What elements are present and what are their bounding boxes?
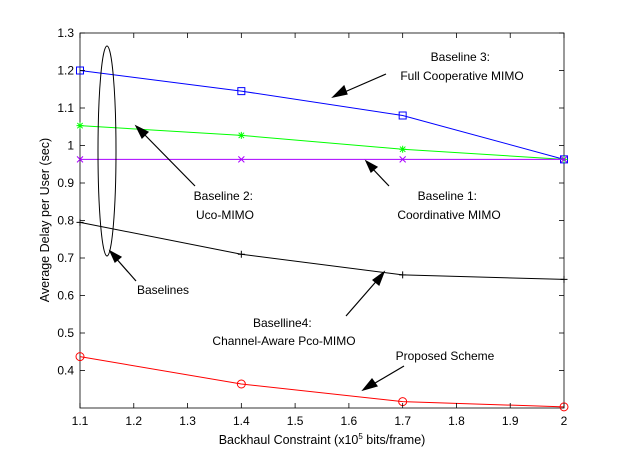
x-tick-label: 2	[561, 414, 568, 428]
x-tick-label: 1.5	[287, 414, 304, 428]
series-line	[79, 221, 565, 280]
annotation-baseline-3-line1: Baseline 3:	[431, 50, 490, 64]
annotation-baseline-2-line2: Uco-MIMO	[196, 208, 254, 222]
annotation-baseline-1-line1: Baseline 1:	[418, 189, 477, 203]
series-line	[79, 125, 565, 160]
y-tick-label: 1	[67, 139, 74, 153]
y-tick-label: 1.2	[57, 64, 74, 78]
annotation-baseline-2: Baseline 2: Uco-MIMO	[194, 189, 257, 222]
x-tick-label: 1.6	[341, 414, 358, 428]
y-axis-label: Average Delay per User (sec)	[38, 138, 52, 302]
y-tick-label: 0.7	[57, 251, 74, 265]
annotation-baseline-4: Baselline4: Channel-Aware Pco-MIMO	[212, 316, 355, 348]
data-point	[75, 352, 85, 362]
series-line	[79, 70, 565, 160]
data-point	[399, 271, 407, 279]
plot-area	[79, 32, 565, 409]
annotation-baselines-line1: Baselines	[137, 283, 189, 297]
y-tick-label: 1.1	[57, 101, 74, 115]
annotation-baseline-4-line2: Channel-Aware Pco-MIMO	[212, 334, 355, 348]
x-tick-label: 1.2	[125, 414, 142, 428]
x-axis-label-sup: 5	[358, 432, 363, 441]
x-tick-label: 1.4	[233, 414, 250, 428]
annotation-baseline-1-line2: Coordinative MIMO	[397, 208, 500, 222]
annotation-baseline-3-line2: Full Cooperative MIMO	[400, 69, 523, 83]
y-tick-label: 1.3	[57, 26, 74, 40]
data-point	[76, 156, 84, 163]
data-point	[237, 156, 245, 163]
x-axis-label: Backhaul Constraint (x105 bits/frame)	[219, 432, 426, 447]
x-tick-label: 1.8	[448, 414, 465, 428]
arrow-baseline-1	[364, 159, 390, 187]
series-4	[76, 218, 568, 283]
y-tick-label: 0.8	[57, 214, 74, 228]
tick-layer: 1.1 1.2 1.3 1.4 1.5 1.6 1.7 1.8 1.9 2 0.4 0.5 0.6 0.7…	[57, 26, 567, 428]
x-axis-label-tail: bits/frame)	[363, 433, 426, 447]
annotation-arrows	[108, 73, 405, 392]
series-line	[79, 356, 565, 408]
series-layer	[75, 66, 569, 412]
arrow-baseline-4	[345, 270, 386, 317]
series-3	[76, 156, 568, 163]
data-point	[399, 156, 407, 163]
data-point	[399, 145, 407, 153]
data-point	[237, 131, 245, 139]
data-point	[76, 218, 84, 226]
annotation-baseline-3: Baseline 3: Full Cooperative MIMO	[400, 50, 523, 83]
x-tick-label: 1.1	[72, 414, 89, 428]
baselines-ellipse	[97, 45, 117, 257]
arrow-baselines	[108, 249, 137, 282]
x-tick-label: 1.9	[502, 414, 519, 428]
data-point	[76, 122, 84, 130]
series-5	[75, 352, 569, 412]
annotation-baseline-2-line1: Baseline 2:	[194, 189, 253, 203]
y-tick-label: 0.9	[57, 176, 74, 190]
data-point	[237, 87, 246, 96]
x-tick-label: 1.3	[179, 414, 196, 428]
data-point	[559, 402, 569, 412]
data-point	[560, 156, 568, 163]
annotation-baselines: Baselines	[137, 283, 189, 297]
y-tick-label: 0.4	[57, 364, 74, 378]
data-point	[398, 111, 407, 120]
arrow-baseline-3	[331, 73, 387, 99]
x-axis-label-main: Backhaul Constraint (x10	[219, 433, 359, 447]
arrow-baseline-2	[134, 124, 196, 187]
data-point	[236, 379, 246, 389]
annotation-proposed-scheme-line1: Proposed Scheme	[396, 349, 495, 363]
x-tick-label: 1.7	[394, 414, 411, 428]
data-point	[237, 250, 245, 258]
data-point	[560, 275, 568, 283]
arrow-proposed-scheme	[361, 365, 405, 392]
y-tick-label: 0.5	[57, 326, 74, 340]
annotation-baseline-1: Baseline 1: Coordinative MIMO	[397, 189, 500, 222]
annotation-baseline-4-line1: Baselline4:	[253, 316, 312, 330]
annotation-proposed-scheme: Proposed Scheme	[396, 349, 495, 363]
y-tick-label: 0.6	[57, 289, 74, 303]
